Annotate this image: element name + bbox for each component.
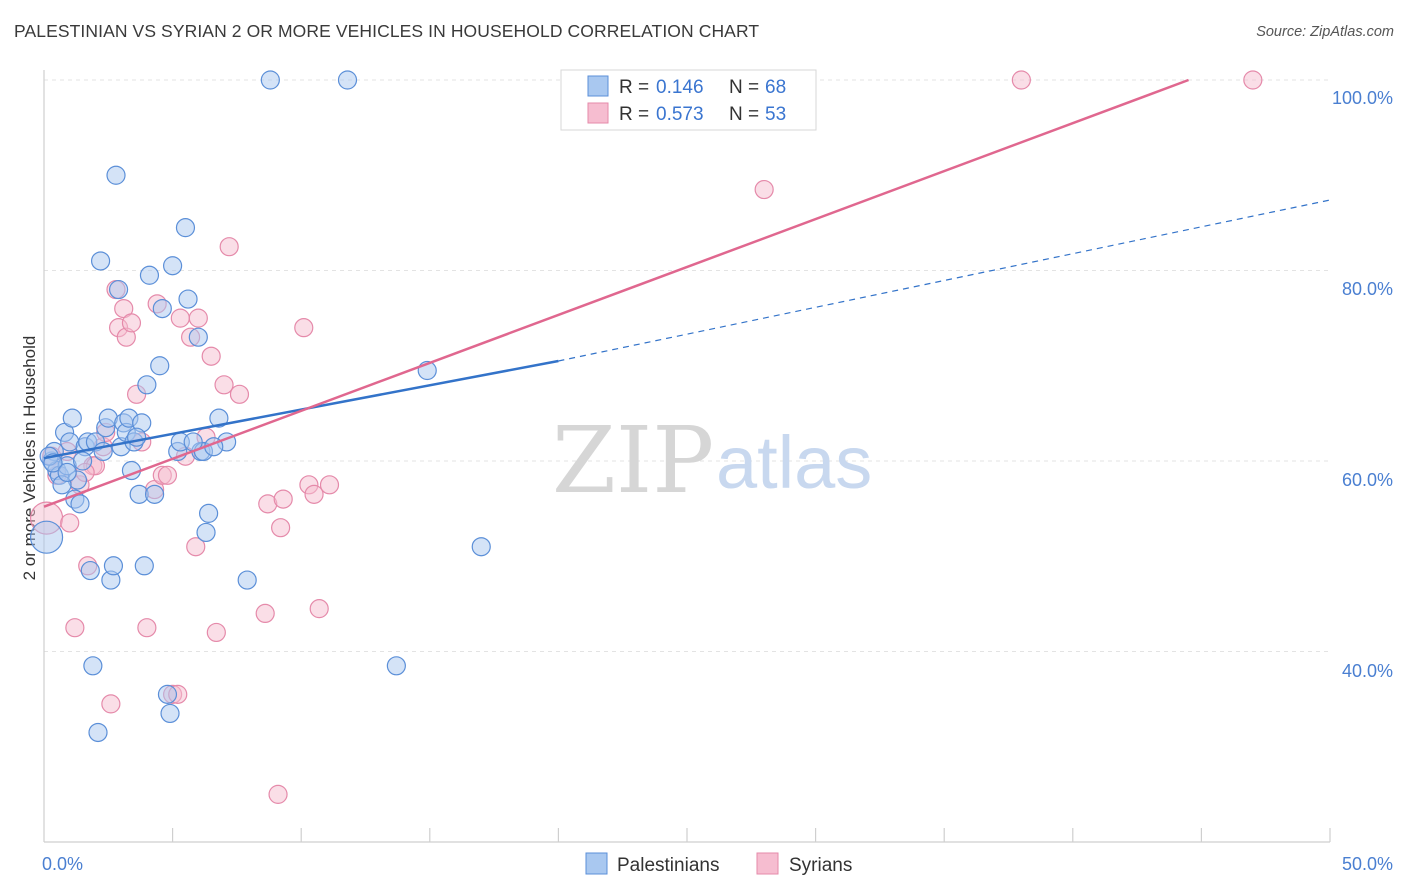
palestinians-point-54: [260, 70, 280, 90]
y-tick-label-80: 80.0%: [1342, 279, 1393, 299]
palestinians-point-23: [106, 165, 126, 185]
y-tick-label-100: 100.0%: [1332, 88, 1393, 108]
legend-n-value-2: 53: [765, 104, 786, 125]
palestinians-point-46: [188, 327, 208, 347]
syrians-point-49: [1011, 70, 1031, 90]
legend-n-label-1: N =: [729, 77, 759, 98]
syrians-point-48: [754, 179, 774, 200]
syrians-point-45: [309, 599, 329, 619]
syrians-point-26: [170, 308, 190, 328]
legend-r-value-1: 0.146: [656, 77, 704, 98]
watermark-atlas: atlas: [716, 421, 872, 504]
palestinians-point-49: [196, 522, 216, 543]
legend-n-label-2: N =: [729, 104, 759, 125]
legend-swatch-syrians: [587, 102, 609, 124]
palestinians-point-39: [157, 684, 178, 704]
palestinians-point-0: [29, 520, 64, 554]
palestinians-point-45: [178, 289, 198, 309]
legend-r-label-2: R =: [619, 104, 649, 125]
syrians-point-46: [319, 475, 340, 495]
palestinians-point-14: [80, 560, 100, 581]
syrians-point-16: [121, 313, 142, 333]
syrians-point-33: [206, 622, 226, 643]
syrians-point-29: [186, 537, 206, 557]
palestinians-point-61: [72, 451, 93, 471]
palestinians-point-53: [237, 570, 257, 590]
palestinians-point-33: [134, 556, 154, 576]
bottom-legend-palestinians: Palestinians: [617, 855, 719, 876]
bottom-legend-swatch-syrians: [756, 852, 779, 875]
syrians-point-50: [1243, 70, 1263, 90]
syrians-point-39: [268, 784, 288, 804]
palestinians-point-55: [337, 70, 358, 90]
syrians-point-34: [214, 375, 234, 395]
palestinians-point-18: [90, 251, 111, 271]
syrians-point-40: [271, 518, 291, 538]
syrians-point-37: [255, 603, 275, 624]
chart-title: PALESTINIAN VS SYRIAN 2 OR MORE VEHICLES…: [14, 21, 760, 41]
x-axis-ticks: [172, 828, 1331, 842]
palestinians-point-40: [160, 703, 180, 724]
syrians-point-4: [65, 618, 85, 638]
syrians-point-44: [304, 484, 324, 504]
legend-r-value-2: 0.573: [656, 104, 704, 125]
legend-r-label-1: R =: [619, 77, 649, 98]
syrians-point-36: [229, 384, 250, 404]
y-tick-label-40: 40.0%: [1342, 661, 1393, 681]
syrians-point-42: [294, 318, 314, 338]
palestinians-trend-extension: [558, 199, 1331, 362]
syrians-point-3: [60, 513, 80, 533]
palestinians-point-41: [163, 256, 183, 276]
palestinians-point-8: [62, 408, 82, 428]
bottom-legend-swatch-palestinians: [585, 852, 608, 875]
palestinians-point-11: [70, 494, 90, 514]
palestinians-point-34: [137, 375, 157, 395]
palestinians-point-58: [471, 537, 491, 557]
palestinians-point-35: [139, 265, 160, 285]
palestinians-point-36: [144, 484, 165, 504]
palestinians-point-38: [152, 299, 172, 319]
palestinians-point-15: [83, 656, 103, 676]
palestinians-point-24: [108, 279, 129, 300]
syrians-point-19: [137, 618, 157, 638]
y-tick-label-60: 60.0%: [1342, 470, 1393, 490]
trend-lines: [43, 78, 1331, 508]
syrians-point-11: [101, 694, 121, 714]
bottom-legend-syrians: Syrians: [789, 855, 852, 876]
syrians-trend-line: [43, 78, 1189, 508]
palestinians-point-51: [209, 408, 229, 428]
correlation-legend: R = 0.146 N = 68 R = 0.573 N = 53: [560, 69, 817, 131]
syrians-point-23: [157, 465, 178, 485]
palestinians-point-50: [199, 503, 219, 523]
syrians-point-41: [273, 489, 293, 509]
palestinians-point-37: [150, 356, 170, 376]
source-label: Source: ZipAtlas.com: [1256, 24, 1394, 40]
palestinians-point-17: [88, 722, 108, 743]
watermark-zip: ZIP: [552, 407, 714, 514]
x-tick-label-50: 50.0%: [1342, 854, 1393, 874]
x-tick-label-0: 0.0%: [42, 854, 83, 874]
palestinians-point-22: [103, 556, 124, 576]
gridlines: [44, 79, 1330, 652]
palestinians-point-44: [175, 218, 196, 238]
palestinians-point-67: [57, 462, 77, 483]
watermark: ZIP atlas: [552, 407, 872, 514]
syrians-point-30: [188, 308, 208, 328]
syrians-point-32: [201, 346, 221, 366]
palestinians-points: [29, 70, 491, 743]
series-legend: Palestinians Syrians: [585, 852, 852, 876]
syrians-point-35: [219, 237, 239, 257]
legend-n-value-1: 68: [765, 77, 786, 98]
palestinians-point-63: [126, 427, 147, 447]
palestinians-point-56: [386, 656, 406, 676]
legend-swatch-palestinians: [587, 75, 609, 97]
